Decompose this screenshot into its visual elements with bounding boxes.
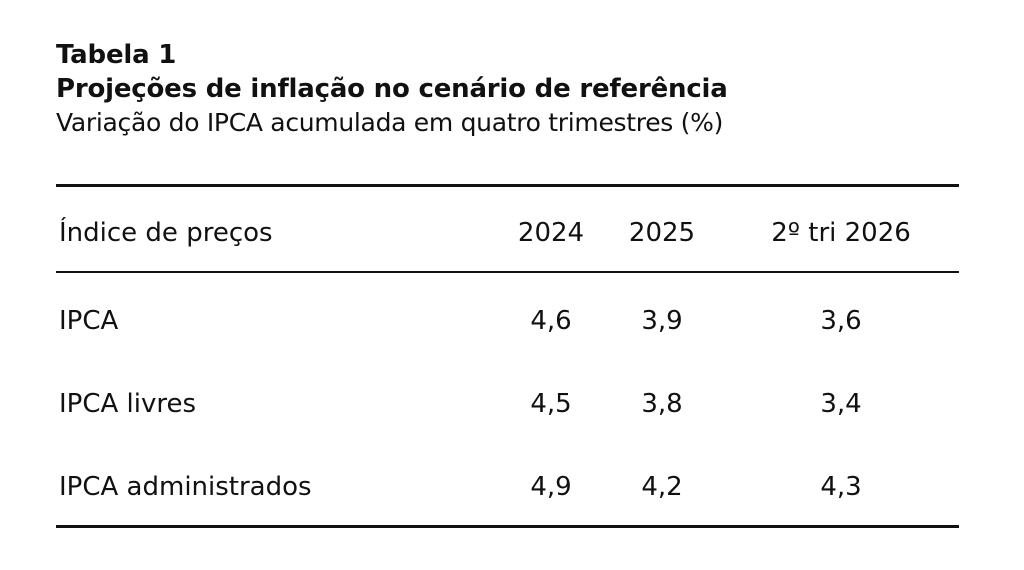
table-row: IPCA 4,6 3,9 3,6 [56,301,959,341]
table-title: Projeções de inflação no cenário de refe… [56,74,728,104]
row-label: IPCA administrados [59,472,312,502]
table-header-row: Índice de preços 2024 2025 2º tri 2026 [56,213,959,253]
cell-value: 3,6 [820,306,862,336]
table-row: IPCA administrados 4,9 4,2 4,3 [56,467,959,507]
column-header-2024: 2024 [517,218,585,248]
table-row: IPCA livres 4,5 3,8 3,4 [56,384,959,424]
column-header-2q-2026: 2º tri 2026 [771,218,911,248]
row-label: IPCA [59,306,119,336]
cell-value: 3,8 [641,389,683,419]
table-label: Tabela 1 [56,40,177,70]
cell-value: 4,2 [641,472,683,502]
column-header-2025: 2025 [628,218,696,248]
column-header-index: Índice de preços [59,218,273,248]
cell-value: 4,6 [530,306,572,336]
top-rule [56,184,959,187]
cell-value: 3,9 [641,306,683,336]
table-subtitle: Variação do IPCA acumulada em quatro tri… [56,108,724,137]
header-rule [56,271,959,273]
cell-value: 4,9 [530,472,572,502]
table-heading: Tabela 1 Projeções de inflação no cenári… [56,38,976,140]
cell-value: 3,4 [820,389,862,419]
row-label: IPCA livres [59,389,197,419]
cell-value: 4,5 [530,389,572,419]
cell-value: 4,3 [820,472,862,502]
bottom-rule [56,525,959,528]
